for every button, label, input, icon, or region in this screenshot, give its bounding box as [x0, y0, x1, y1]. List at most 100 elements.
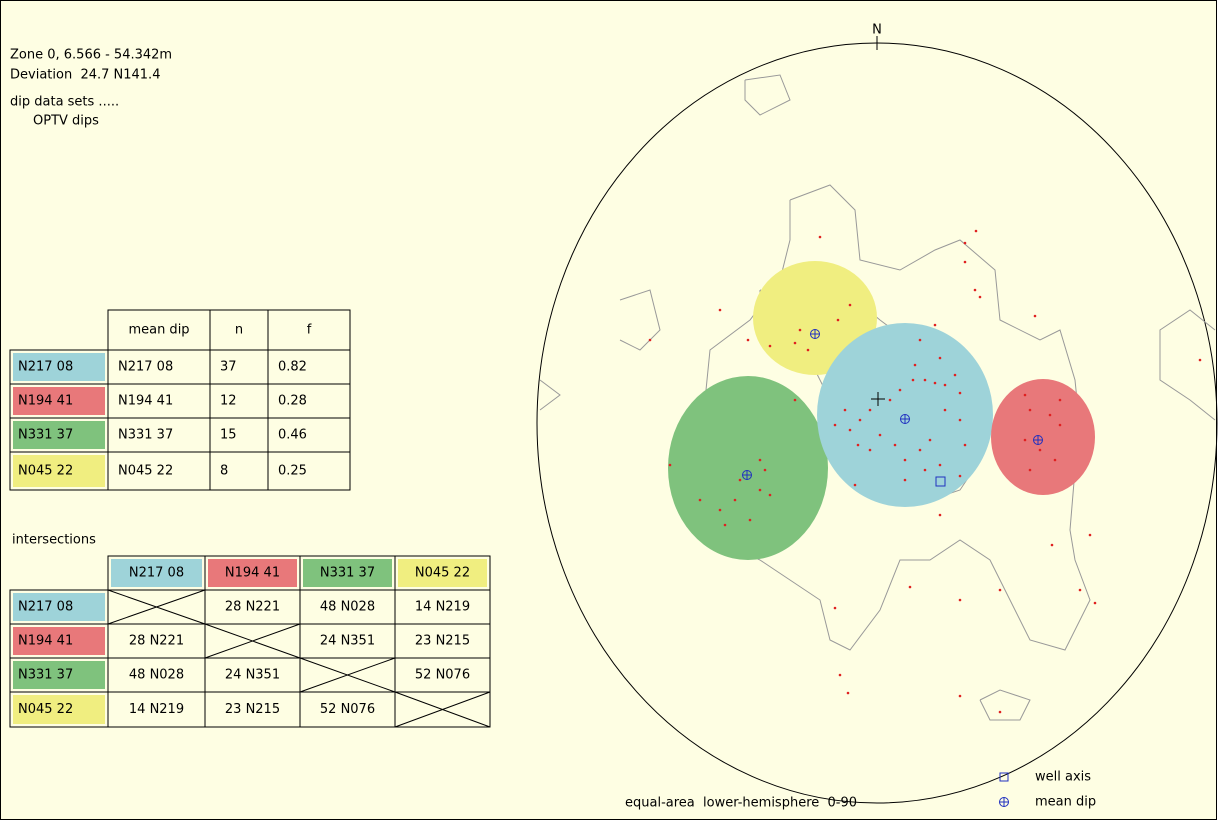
set-swatch [13, 455, 105, 487]
dip-pole [928, 438, 932, 442]
mean-dips [742, 329, 1043, 480]
dip-pole [746, 338, 750, 342]
intersections-table: N217 08 N194 41 N331 37 N045 22 N217 08 28 N2… [9, 555, 491, 728]
dip-pole [998, 588, 1002, 592]
dip-pole [943, 408, 947, 412]
intersection: 24 N351 [320, 634, 375, 649]
dip-pole [856, 443, 860, 447]
row-header: N331 37 [18, 668, 73, 683]
dip-pole [963, 241, 967, 245]
dip-pole [938, 356, 942, 360]
dip-pole [833, 423, 837, 427]
count: 8 [220, 464, 228, 479]
north-label: N [872, 23, 882, 38]
set-swatch [13, 695, 105, 724]
contour [619, 289, 661, 351]
set-name: N194 41 [18, 394, 73, 409]
mean-dip-symbol [742, 470, 752, 480]
column-header: N217 08 [129, 566, 184, 581]
dip-pole [843, 408, 847, 412]
intersection: 48 N028 [129, 668, 184, 683]
dip-pole [1050, 543, 1054, 547]
dip-pole [958, 474, 962, 478]
dip-pole [958, 418, 962, 422]
legend-mean-symbol [999, 797, 1009, 807]
dip-pole [903, 458, 907, 462]
intersection: 23 N215 [225, 702, 280, 717]
dip-pole [718, 508, 722, 512]
dip-pole [648, 338, 652, 342]
column-header: N045 22 [415, 566, 470, 581]
data-sets-label: dip data sets ..... [10, 95, 119, 110]
dip-pole [898, 388, 902, 392]
intersection: 52 N076 [320, 702, 375, 717]
projection-caption: equal-area lower-hemisphere 0-90 [625, 796, 857, 811]
dip-pole [848, 303, 852, 307]
dip-poles [648, 229, 1202, 714]
dip-pole [963, 443, 967, 447]
dip-pole [973, 288, 977, 292]
dip-pole [923, 378, 927, 382]
diagonal-cross [299, 657, 396, 693]
set-swatch [303, 559, 392, 587]
dip-pole [1023, 393, 1027, 397]
dip-pole [933, 323, 937, 327]
dip-pole [903, 478, 907, 482]
set-name: N331 37 [18, 428, 73, 443]
dip-pole [718, 308, 722, 312]
dip-pole [868, 408, 872, 412]
set-swatch [13, 353, 105, 381]
dip-pole [913, 363, 917, 367]
mean-dip-symbol [1033, 435, 1043, 445]
dip-pole [908, 585, 912, 589]
count: 37 [220, 360, 237, 375]
set-swatch [13, 387, 105, 415]
stereonet: N [536, 23, 1218, 804]
row-header: N045 22 [18, 702, 73, 717]
mean-dip: N331 37 [118, 428, 173, 443]
set-cone [668, 376, 828, 560]
dip-pole [833, 606, 837, 610]
intersection: 24 N351 [225, 668, 280, 683]
dip-pole [923, 468, 927, 472]
dip-pole [963, 260, 967, 264]
dip-pole [836, 318, 840, 322]
set-name: N045 22 [18, 464, 73, 479]
dip-pole [918, 338, 922, 342]
dip-pole [1088, 533, 1092, 537]
dip-pole [768, 344, 772, 348]
intersection: 48 N028 [320, 600, 375, 615]
dip-pole [911, 378, 915, 382]
data-set-name: OPTV dips [33, 114, 99, 129]
dip-pole [974, 229, 978, 233]
set-swatch [13, 627, 105, 655]
dip-pole [738, 478, 742, 482]
dip-pole [1058, 423, 1062, 427]
dip-pole [953, 373, 957, 377]
dip-pole [793, 341, 797, 345]
dip-pole [1048, 413, 1052, 417]
fraction: 0.28 [278, 394, 307, 409]
contour [744, 74, 791, 116]
diagonal-cross [107, 589, 206, 625]
set-swatch [13, 421, 105, 449]
dip-pole [1028, 468, 1032, 472]
column-header: n [235, 323, 243, 338]
row-header: N194 41 [18, 634, 73, 649]
legend-mean-dip: mean dip [1035, 795, 1096, 810]
dip-pole [723, 523, 727, 527]
contour [979, 689, 1031, 721]
dip-pole [768, 493, 772, 497]
dip-pole [848, 428, 852, 432]
row-header: N217 08 [18, 600, 73, 615]
legend-well-axis: well axis [1035, 770, 1091, 785]
zone-text: Zone 0, 6.566 - 54.342m [10, 48, 172, 63]
intersection: 23 N215 [415, 634, 470, 649]
dip-pole [798, 328, 802, 332]
dip-pole [958, 391, 962, 395]
dip-pole [868, 448, 872, 452]
mean-dip-symbol [810, 329, 820, 339]
dip-pole [698, 498, 702, 502]
column-header: mean dip [128, 323, 189, 338]
